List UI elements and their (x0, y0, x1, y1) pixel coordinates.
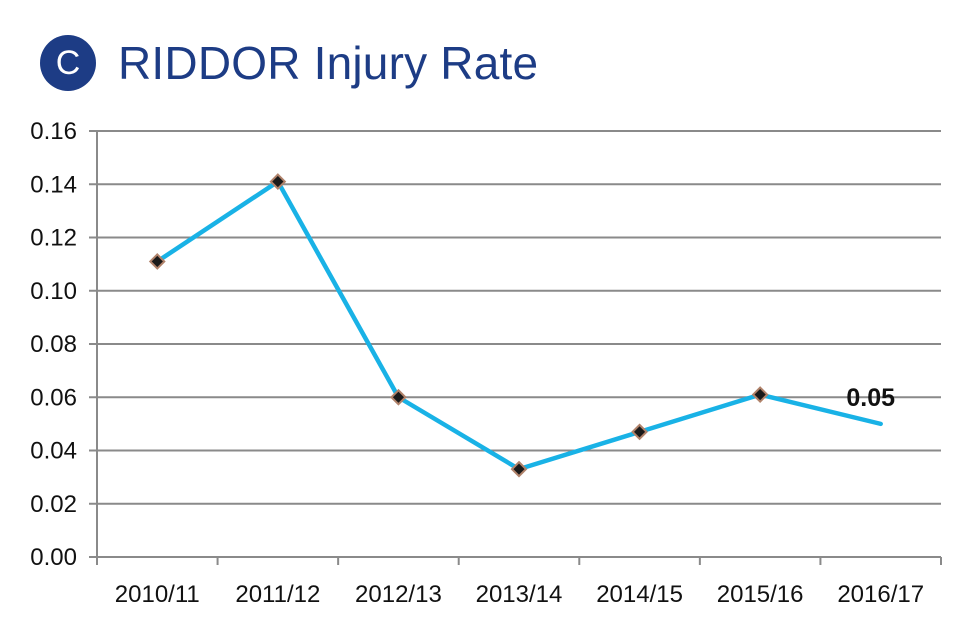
y-tick-label-2: 0.04 (30, 438, 77, 465)
markers (148, 173, 769, 478)
x-tick-label-1: 2011/12 (235, 581, 320, 608)
x-tick-label-5: 2015/16 (717, 581, 804, 608)
data-point-0-3 (510, 460, 528, 478)
data-point-0-0 (148, 253, 166, 270)
y-tick-label-3: 0.06 (30, 384, 77, 411)
x-tick-label-0: 2010/11 (115, 581, 200, 608)
chart-header: C RIDDOR Injury Rate (40, 30, 538, 96)
data-label-0: 0.05 (846, 384, 895, 412)
x-tick-label-4: 2014/15 (596, 581, 683, 608)
y-tick-label-6: 0.12 (30, 225, 77, 252)
y-tick-label-7: 0.14 (30, 171, 77, 198)
data-point-0-2 (390, 388, 407, 406)
y-tick-label-5: 0.10 (30, 278, 77, 305)
x-tick-labels: 2010/11 2011/12 2012/13 2013/14 2014/15 2015/… (115, 581, 924, 608)
x-tick-label-6: 2016/17 (837, 581, 924, 608)
series-layer (155, 179, 883, 472)
gridlines (97, 130, 941, 505)
x-tick-label-3: 2013/14 (476, 581, 563, 608)
y-tick-label-0: 0.00 (30, 544, 77, 571)
y-tick-label-4: 0.08 (30, 331, 77, 358)
y-tick-labels: 0.00 0.02 0.04 0.06 0.08 0.10 0.12 0.14 0.16 (30, 118, 77, 571)
series-line-0 (155, 179, 883, 472)
y-tick-label-1: 0.02 (30, 491, 77, 518)
data-point-0-5 (751, 386, 769, 404)
y-tick-label-8: 0.16 (30, 118, 77, 145)
annotations: 0.05 (846, 384, 895, 412)
data-point-0-1 (269, 173, 287, 191)
section-badge-letter: C (55, 43, 81, 82)
chart-title: RIDDOR Injury Rate (118, 37, 539, 89)
x-tick-label-2: 2012/13 (355, 581, 442, 608)
section-badge: C (40, 35, 96, 91)
data-point-0-4 (631, 423, 648, 441)
axes (89, 130, 942, 565)
